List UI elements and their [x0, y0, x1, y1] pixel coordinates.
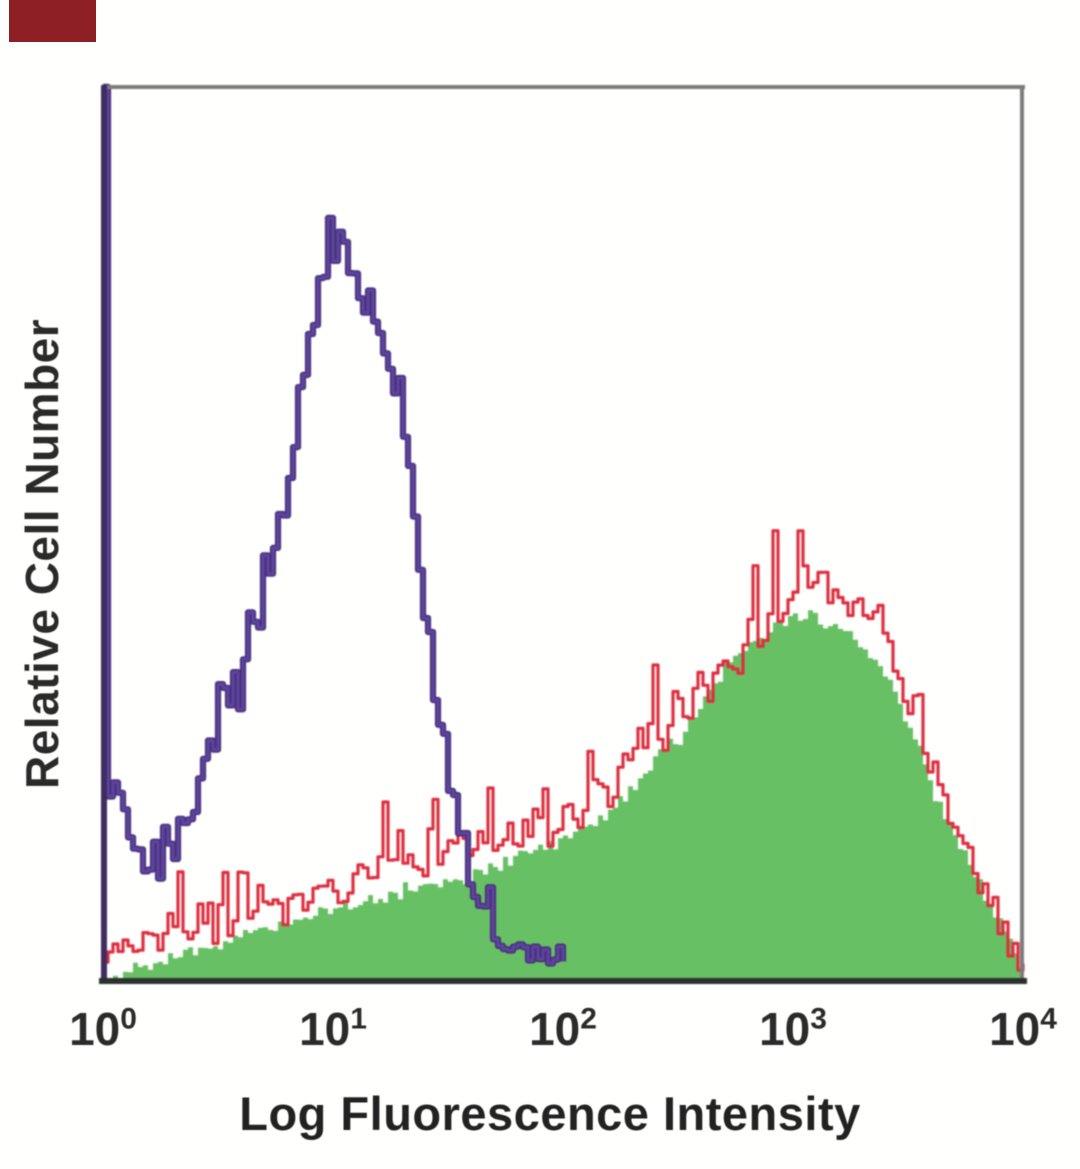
corner-red-swatch	[9, 0, 96, 42]
x-tick-label-10e3: 103	[759, 1002, 827, 1056]
series-control-purple-core	[103, 85, 565, 965]
tick-base: 10	[759, 1003, 811, 1055]
series-stained-red-outline	[101, 529, 1025, 972]
x-tick-label-10e0: 100	[69, 1002, 137, 1056]
tick-exponent: 2	[580, 1002, 597, 1036]
tick-base: 10	[69, 1003, 121, 1055]
series-stained-green-fill	[103, 610, 1023, 980]
x-tick-label-10e4: 104	[989, 1002, 1057, 1056]
tick-base: 10	[989, 1003, 1041, 1055]
tick-base: 10	[529, 1003, 581, 1055]
tick-exponent: 0	[120, 1002, 137, 1036]
tick-base: 10	[299, 1003, 351, 1055]
tick-exponent: 3	[810, 1002, 827, 1036]
tick-exponent: 4	[1040, 1002, 1057, 1036]
y-axis-label: Relative Cell Number	[16, 318, 68, 789]
x-axis-label: Log Fluorescence Intensity	[239, 1087, 861, 1140]
tick-exponent: 1	[350, 1002, 367, 1036]
x-tick-label-10e2: 102	[529, 1002, 597, 1056]
x-tick-label-10e1: 101	[299, 1002, 367, 1056]
